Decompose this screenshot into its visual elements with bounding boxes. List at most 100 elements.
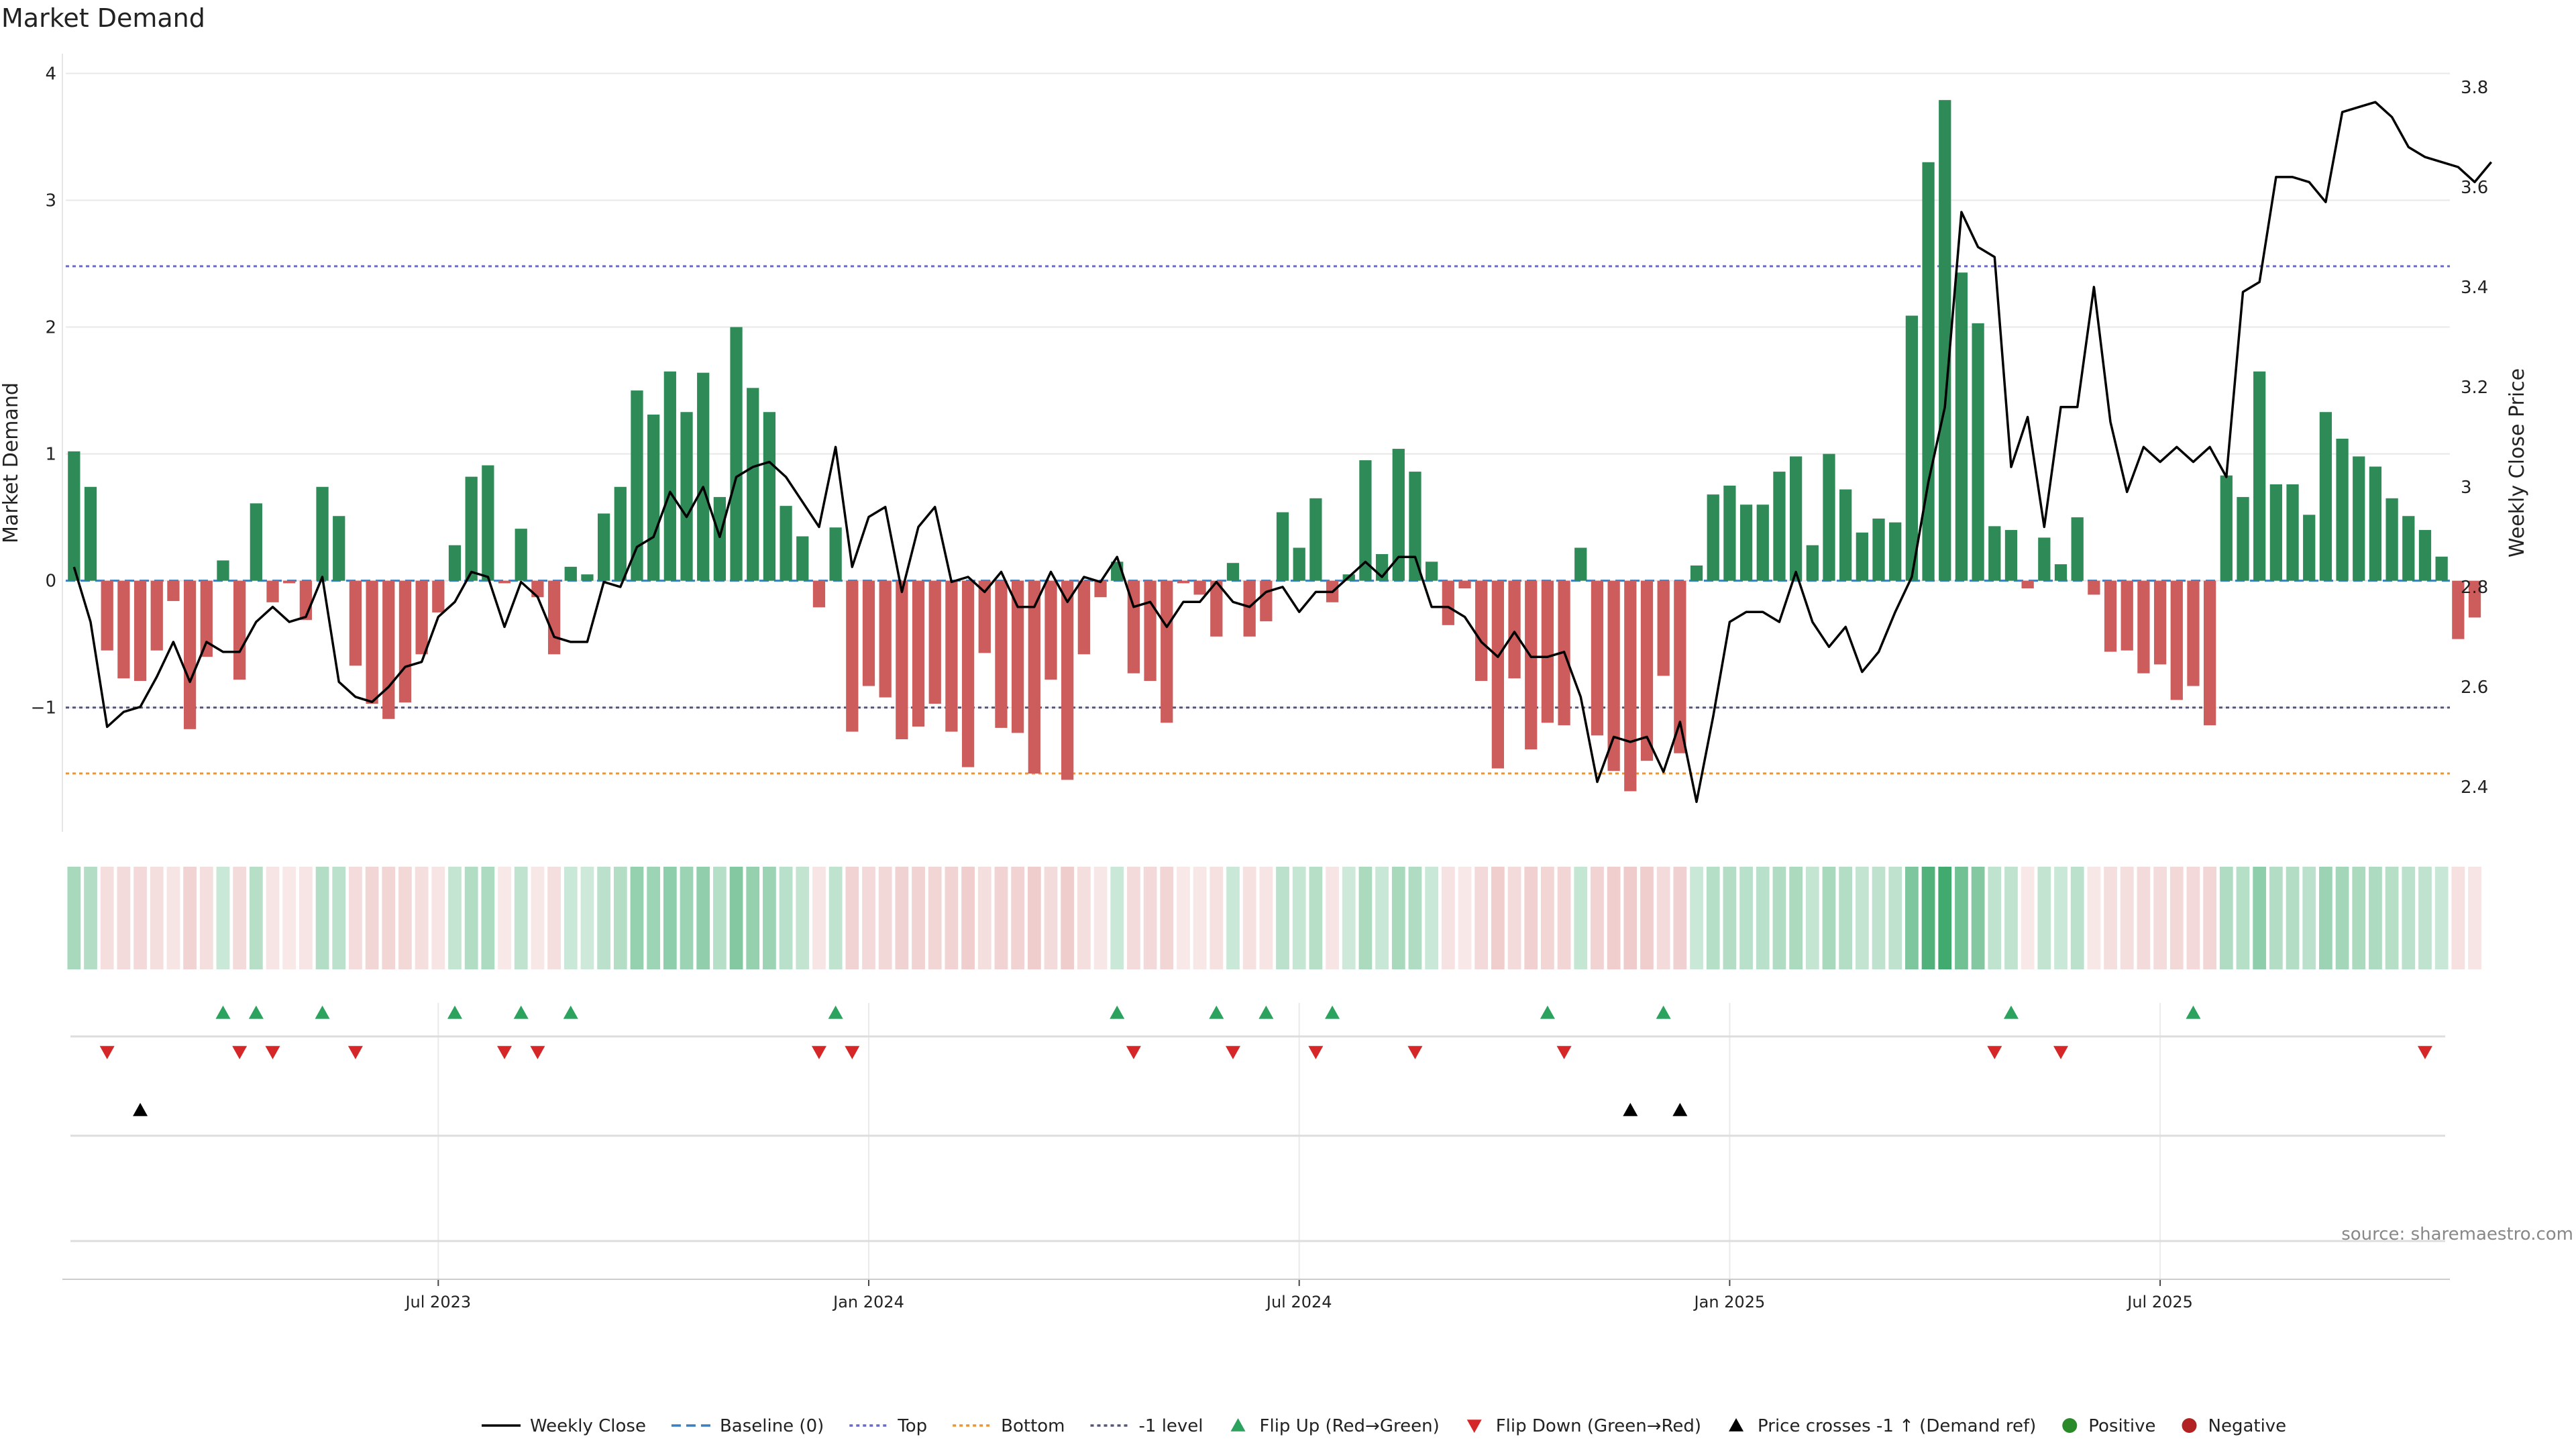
y-left-axis-label: Market Demand	[0, 382, 23, 543]
heat-cell	[133, 867, 147, 969]
heat-cell	[1093, 867, 1108, 969]
heat-cell	[547, 867, 561, 969]
demand-bar	[1955, 272, 1968, 581]
heat-cell	[2186, 867, 2200, 969]
heat-cell	[796, 867, 810, 969]
demand-bar	[1525, 580, 1538, 750]
demand-bar	[1872, 519, 1885, 581]
demand-bar	[2137, 580, 2150, 674]
legend-item: Flip Down (Green→Red)	[1466, 1416, 1701, 1436]
heat-cell	[1673, 867, 1687, 969]
heat-cell	[680, 867, 694, 969]
demand-bar	[1426, 561, 1438, 581]
flip-down-marker	[2417, 1046, 2432, 1059]
legend-label: Positive	[2088, 1416, 2155, 1436]
y-right-tick-label: 2.8	[2461, 578, 2488, 598]
demand-bar	[2104, 580, 2117, 652]
demand-bar	[1739, 504, 1753, 581]
demand-bar	[2402, 516, 2415, 581]
demand-bar	[547, 580, 561, 655]
demand-bar	[747, 388, 759, 581]
y-left-tick-label: 3	[45, 191, 56, 211]
demand-bar	[1508, 580, 1521, 679]
demand-bar	[1988, 526, 2001, 581]
heat-cell	[349, 867, 362, 969]
demand-bar	[1293, 547, 1305, 581]
y-left-tick-label: 2	[45, 318, 56, 338]
heat-cell	[1805, 867, 1819, 969]
heat-cell	[630, 867, 644, 969]
demand-bar	[796, 536, 809, 581]
legend-label: Price crosses -1 ↑ (Demand ref)	[1758, 1416, 2036, 1436]
heat-cell	[1077, 867, 1091, 969]
demand-bar	[780, 506, 792, 581]
demand-bar	[2071, 517, 2084, 581]
demand-bar	[1276, 512, 1289, 581]
heat-cell	[1326, 867, 1339, 969]
heat-cell	[1276, 867, 1289, 969]
heat-cell	[1938, 867, 1952, 969]
heat-cell	[1888, 867, 1902, 969]
demand-bar	[465, 476, 478, 581]
heat-cell	[2021, 867, 2035, 969]
heat-cell	[1292, 867, 1306, 969]
heat-cell	[1921, 867, 1935, 969]
heat-cell	[729, 867, 743, 969]
demand-bar	[829, 527, 842, 581]
flip-down-marker	[99, 1046, 115, 1059]
demand-bar	[2286, 484, 2299, 581]
legend-label: -1 level	[1139, 1416, 1203, 1436]
y-right-tick-label: 3.2	[2461, 378, 2488, 398]
demand-bar	[1707, 494, 1719, 581]
heat-cell	[828, 867, 843, 969]
demand-bar	[1491, 580, 1504, 769]
heat-cell	[1177, 867, 1190, 969]
heat-cell	[1739, 867, 1753, 969]
heat-cell	[315, 867, 329, 969]
heat-cell	[1640, 867, 1654, 969]
demand-bar	[101, 580, 113, 651]
weekly-close-line	[72, 101, 2493, 804]
flip-up-marker	[563, 1006, 578, 1019]
heat-cell	[1375, 867, 1389, 969]
demand-bar	[862, 580, 875, 686]
flip-down-marker	[845, 1046, 860, 1059]
heat-cell	[845, 867, 859, 969]
flip-down-marker	[1225, 1046, 1240, 1059]
flip-up-marker	[447, 1006, 462, 1019]
heat-cell	[2451, 867, 2465, 969]
demand-bar	[631, 390, 643, 581]
demand-bar	[680, 412, 693, 581]
demand-bar	[1309, 498, 1322, 581]
y-left-tick-label: −1	[31, 698, 56, 718]
flip-up-marker	[2003, 1006, 2019, 1019]
demand-bar	[167, 580, 180, 601]
heat-cell	[2203, 867, 2217, 969]
demand-bar	[1442, 580, 1454, 625]
demand-bar	[1640, 580, 1654, 761]
demand-bar	[250, 503, 262, 581]
heat-cell	[1425, 867, 1439, 969]
legend-item: Top	[849, 1416, 927, 1436]
demand-bar	[896, 580, 908, 739]
heat-cell	[431, 867, 445, 969]
demand-bar	[2385, 498, 2398, 581]
demand-bar	[2038, 537, 2051, 581]
heat-cell	[1408, 867, 1422, 969]
legend-item: -1 level	[1090, 1416, 1203, 1436]
y-right-axis-label: Weekly Close Price	[2506, 368, 2529, 557]
demand-bar	[283, 580, 296, 584]
heat-cell	[1623, 867, 1638, 969]
heat-cell	[282, 867, 297, 969]
demand-bar	[2021, 580, 2034, 589]
legend-label: Baseline (0)	[720, 1416, 824, 1436]
flip-up-marker	[1656, 1006, 1671, 1019]
heat-cell	[365, 867, 379, 969]
heat-cell	[481, 867, 495, 969]
demand-bar	[84, 486, 97, 581]
heat-cell	[895, 867, 909, 969]
demand-bar	[1243, 580, 1256, 637]
heat-cell	[1441, 867, 1455, 969]
heat-cell	[1574, 867, 1588, 969]
heat-cell	[878, 867, 892, 969]
